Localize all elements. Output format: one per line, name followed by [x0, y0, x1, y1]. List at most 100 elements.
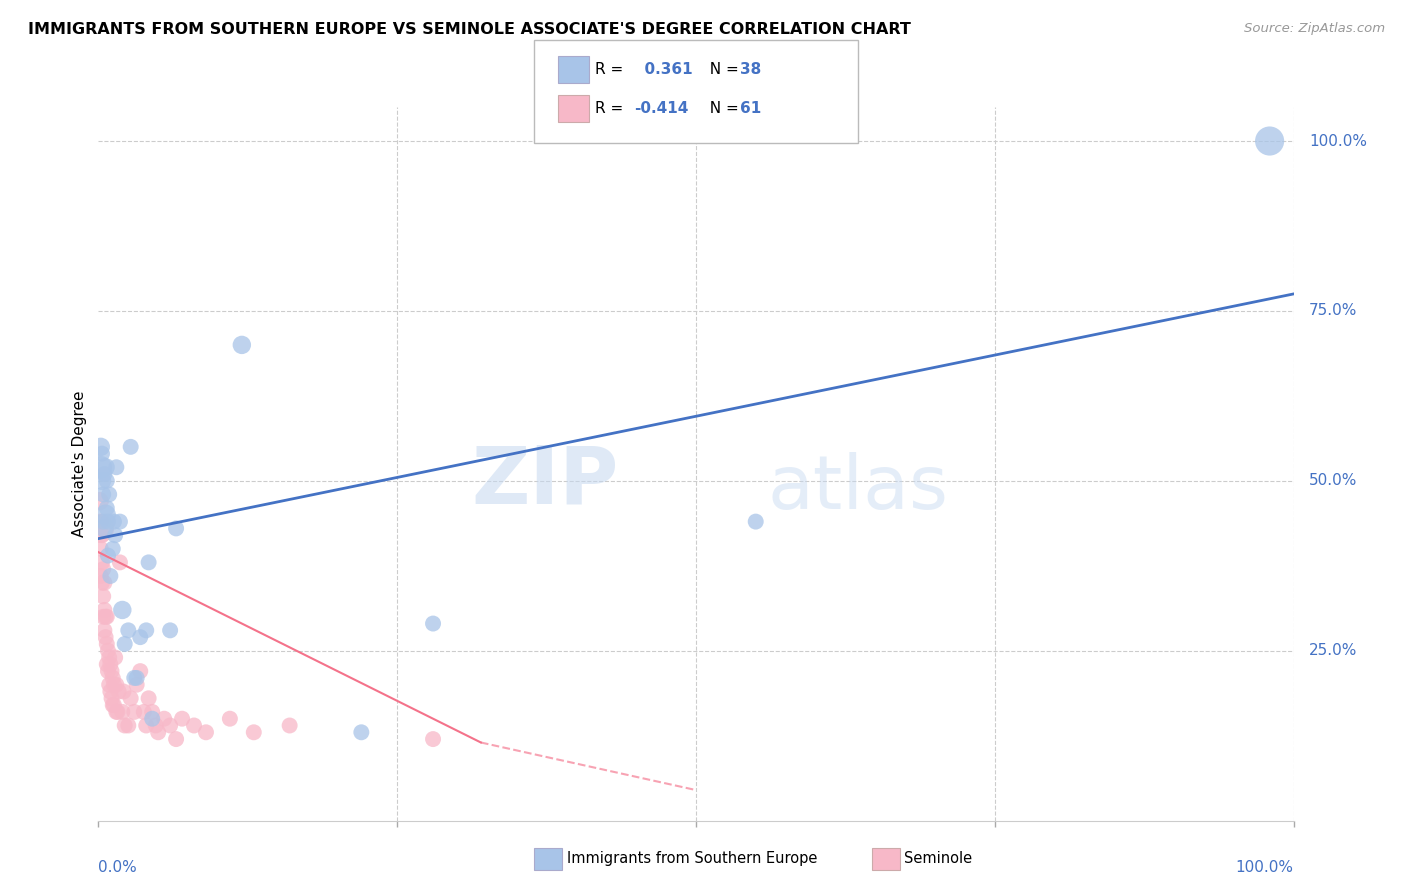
Text: N =: N = [700, 102, 744, 116]
Text: R =: R = [595, 62, 628, 77]
Point [159, 624, 181, 638]
Point [108, 515, 131, 529]
Point [98, 657, 122, 672]
Point [96, 657, 118, 672]
Text: 25.0%: 25.0% [1309, 643, 1357, 658]
Point [97, 549, 120, 563]
Point [98, 487, 121, 501]
Point [96, 637, 118, 651]
Point [165, 732, 187, 747]
Point [98, 569, 122, 583]
Point [172, 712, 194, 726]
Point [91, 447, 114, 461]
Point [114, 718, 136, 732]
Point [194, 725, 217, 739]
Point [745, 515, 768, 529]
Point [90, 460, 112, 475]
Point [105, 705, 128, 719]
Point [278, 718, 301, 732]
Point [96, 474, 118, 488]
Point [94, 460, 117, 475]
Point [108, 555, 131, 569]
Point [183, 718, 205, 732]
Text: Seminole: Seminole [904, 852, 972, 866]
Point [129, 664, 152, 678]
Point [129, 630, 152, 644]
Text: ZIP: ZIP [471, 442, 619, 521]
Point [89, 494, 111, 508]
Point [135, 624, 157, 638]
Point [103, 515, 125, 529]
Point [100, 691, 122, 706]
Point [90, 541, 112, 556]
Point [91, 487, 114, 501]
Point [91, 555, 114, 569]
Point [422, 616, 444, 631]
Point [114, 637, 136, 651]
Point [145, 718, 167, 732]
Point [93, 603, 115, 617]
Point [103, 698, 125, 712]
Point [135, 718, 157, 732]
Point [125, 678, 148, 692]
Point [90, 515, 112, 529]
Point [111, 705, 134, 719]
Text: 38: 38 [740, 62, 761, 77]
Point [104, 650, 127, 665]
Point [97, 664, 120, 678]
Text: -0.414: -0.414 [634, 102, 689, 116]
Point [91, 562, 114, 576]
Text: 61: 61 [740, 102, 761, 116]
Point [96, 609, 118, 624]
Text: Source: ZipAtlas.com: Source: ZipAtlas.com [1244, 22, 1385, 36]
Point [94, 609, 117, 624]
Point [91, 590, 114, 604]
Text: IMMIGRANTS FROM SOUTHERN EUROPE VS SEMINOLE ASSOCIATE'S DEGREE CORRELATION CHART: IMMIGRANTS FROM SOUTHERN EUROPE VS SEMIN… [28, 22, 911, 37]
Text: 100.0%: 100.0% [1309, 134, 1367, 149]
Point [219, 712, 242, 726]
Point [97, 644, 120, 658]
Point [422, 732, 444, 747]
Point [96, 501, 118, 516]
Point [1258, 134, 1281, 148]
Point [148, 725, 170, 739]
Point [98, 684, 122, 698]
Point [101, 671, 124, 685]
Point [117, 718, 139, 732]
Point [350, 725, 373, 739]
Point [125, 671, 148, 685]
Text: 50.0%: 50.0% [1309, 474, 1357, 488]
Point [98, 650, 121, 665]
Point [100, 664, 122, 678]
Point [93, 575, 115, 590]
Point [111, 603, 134, 617]
Text: R =: R = [595, 102, 628, 116]
Point [91, 474, 114, 488]
Point [124, 671, 146, 685]
Point [91, 515, 114, 529]
Point [91, 528, 114, 542]
Point [231, 338, 253, 352]
Point [159, 718, 181, 732]
Point [90, 440, 112, 454]
Point [141, 712, 163, 726]
Text: atlas: atlas [768, 452, 949, 525]
Point [120, 440, 142, 454]
Point [94, 630, 117, 644]
Point [97, 515, 120, 529]
Point [91, 575, 114, 590]
Point [93, 521, 115, 535]
Point [243, 725, 266, 739]
Point [105, 678, 128, 692]
Text: 100.0%: 100.0% [1236, 860, 1294, 875]
Text: N =: N = [700, 62, 744, 77]
Point [93, 624, 115, 638]
Point [93, 467, 115, 481]
Y-axis label: Associate's Degree: Associate's Degree [72, 391, 87, 537]
Point [101, 541, 124, 556]
Text: Immigrants from Southern Europe: Immigrants from Southern Europe [567, 852, 817, 866]
Point [112, 684, 135, 698]
Point [101, 698, 124, 712]
Text: 0.0%: 0.0% [98, 860, 138, 875]
Point [104, 528, 127, 542]
